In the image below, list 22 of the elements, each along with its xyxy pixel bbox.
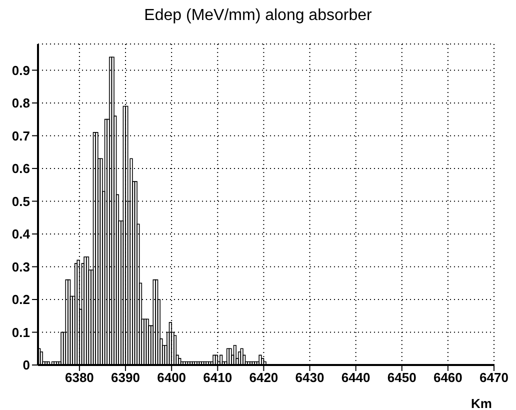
y-tick-label: 0 (22, 358, 30, 373)
x-tick-label: 6450 (387, 370, 416, 386)
x-tick-label: 6420 (249, 370, 278, 386)
y-tick-label: 0.7 (12, 128, 30, 144)
x-tick-label: 6390 (111, 370, 140, 386)
y-tick-label: 0.6 (12, 161, 30, 176)
x-tick-label: 6440 (341, 370, 370, 386)
x-tick-label: 6470 (480, 370, 508, 386)
y-tick-label: 0.5 (12, 194, 30, 209)
x-tick-label: 6430 (295, 370, 324, 386)
y-tick-label: 0.3 (12, 259, 30, 274)
x-tick-label: 6380 (64, 370, 94, 386)
x-tick-label: 6410 (203, 370, 232, 386)
y-tick-label: 0.8 (12, 96, 30, 111)
y-tick-label: 0.1 (12, 324, 30, 340)
y-tick-label: 0.4 (12, 226, 31, 242)
y-tick-label: 0.9 (12, 62, 30, 78)
x-tick-label: 6460 (433, 370, 462, 386)
x-tick-label: 6400 (157, 370, 186, 386)
x-axis-title: Km (471, 396, 492, 410)
chart-title: Edep (MeV/mm) along absorber (143, 6, 373, 26)
y-tick-label: 0.2 (12, 292, 30, 308)
